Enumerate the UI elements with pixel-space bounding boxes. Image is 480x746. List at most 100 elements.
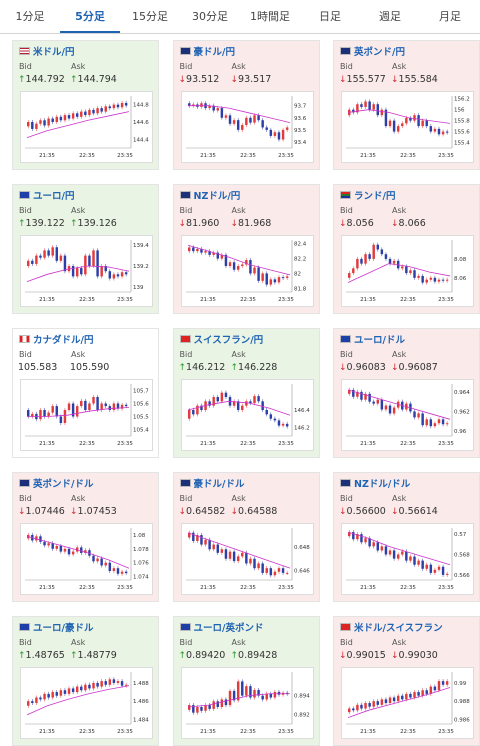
y-tick-label: 0.99 — [454, 681, 467, 687]
tab-6[interactable]: 週足 — [379, 10, 401, 23]
candle-chart[interactable]: 146.4 146.2 21:35 22:35 23:35 — [180, 379, 314, 451]
candle-chart[interactable]: 93.7 93.6 93.5 93.4 21:35 22:35 23:35 — [180, 91, 314, 163]
candle — [55, 247, 59, 261]
y-tick-label: 139.4 — [133, 243, 149, 249]
pair-name[interactable]: ユーロ/豪ドル — [33, 623, 94, 634]
pair-header[interactable]: 豪ドル/円 — [179, 44, 235, 58]
bid-price: ↑146.212 — [179, 362, 226, 373]
rate-card[interactable]: ユーロ/ドル Bid Ask ↓0.96083 ↓0.96087 0.964 0.962 0.… — [333, 328, 480, 458]
rate-card[interactable]: スイスフラン/円 Bid Ask ↑146.212 ↑146.228 146.4 146.2… — [172, 328, 320, 458]
pair-header[interactable]: ランド/円 — [340, 188, 395, 202]
pair-header[interactable]: ユーロ/円 — [19, 188, 74, 202]
chart-svg: 146.4 146.2 21:35 22:35 23:35 — [185, 384, 310, 447]
candle — [112, 104, 116, 109]
candle — [47, 693, 50, 698]
rate-card[interactable]: 豪ドル/円 Bid Ask ↓93.512 ↓93.517 93.7 93.6 93.5 93.… — [172, 40, 320, 170]
pair-header[interactable]: NZドル/円 — [179, 188, 241, 202]
rate-card[interactable]: 英ポンド/円 Bid Ask ↓155.577 ↓155.584 156.2 156 155.… — [333, 40, 480, 170]
candle-chart[interactable]: 144.8 144.6 144.4 21:35 22:35 23:35 — [20, 91, 153, 163]
pair-name[interactable]: NZドル/円 — [193, 191, 241, 202]
pair-name[interactable]: ユーロ/英ポンド — [193, 623, 264, 634]
pair-name[interactable]: 豪ドル/ドル — [193, 479, 245, 490]
tab-0[interactable]: 1分足 — [15, 10, 45, 23]
candle — [187, 103, 190, 106]
pair-name[interactable]: ランド/円 — [354, 191, 396, 202]
tab-5[interactable]: 日足 — [319, 10, 341, 23]
candle-chart[interactable]: 1.488 1.486 1.484 21:35 22:35 23:35 — [20, 667, 153, 739]
candle-chart[interactable]: 0.57 0.568 0.566 21:35 22:35 23:35 — [341, 523, 474, 595]
rate-card[interactable]: カナダドル/円 Bid Ask 105.583 105.590 105.7 105.6 105… — [12, 328, 159, 458]
rate-card[interactable]: 英ポンド/ドル Bid Ask ↓1.07446 ↓1.07453 1.08 1.078 1.… — [12, 472, 159, 602]
ask-label: Ask — [392, 350, 407, 359]
pair-header[interactable]: ユーロ/英ポンド — [179, 620, 264, 634]
pair-name[interactable]: 英ポンド/円 — [354, 47, 405, 58]
candle — [191, 104, 195, 106]
rate-card[interactable]: ユーロ/豪ドル Bid Ask ↑1.48765 ↑1.48779 1.488 1.486 1… — [12, 616, 159, 746]
pair-name[interactable]: 米ドル/円 — [33, 47, 75, 58]
pair-header[interactable]: ユーロ/豪ドル — [19, 620, 93, 634]
rate-card[interactable]: NZドル/円 Bid Ask ↓81.960 ↓81.968 82.4 82.2 82 81.8… — [172, 184, 320, 314]
candle — [260, 563, 264, 573]
pair-name[interactable]: NZドル/ドル — [354, 479, 411, 490]
pair-name[interactable]: 豪ドル/円 — [193, 47, 235, 58]
pair-header[interactable]: カナダドル/円 — [19, 332, 93, 346]
pair-header[interactable]: 英ポンド/円 — [340, 44, 405, 58]
rate-card[interactable]: ユーロ/英ポンド Bid Ask ↑0.89420 ↑0.89428 0.894 0.892… — [172, 616, 320, 746]
candle-chart[interactable]: 0.894 0.892 21:35 22:35 23:35 — [180, 667, 314, 739]
pair-name[interactable]: 米ドル/スイスフラン — [354, 623, 443, 634]
arrow-down-icon: ↓ — [391, 75, 399, 85]
candle-chart[interactable]: 1.08 1.078 1.076 1.074 21:35 22:35 23:35 — [20, 523, 153, 595]
candle — [39, 536, 42, 542]
candle — [236, 681, 239, 701]
pair-name[interactable]: 英ポンド/ドル — [33, 479, 94, 490]
candle — [441, 681, 445, 685]
pair-header[interactable]: 豪ドル/ドル — [179, 476, 245, 490]
tab-4[interactable]: 1時間足 — [250, 10, 290, 23]
rate-card[interactable]: ユーロ/円 Bid Ask ↑139.122 ↑139.126 139.4 139.2 139… — [12, 184, 159, 314]
bid-label: Bid — [179, 350, 193, 359]
candle-chart[interactable]: 156.2 156 155.8 155.6 155.4 21:35 22:35 23:35 — [341, 91, 474, 163]
candle-chart[interactable]: 82.4 82.2 82 81.8 21:35 22:35 23:35 — [180, 235, 314, 307]
rate-card[interactable]: 米ドル/円 Bid Ask ↑144.792 ↑144.794 144.8 144.6 144… — [12, 40, 159, 170]
pair-header[interactable]: ユーロ/ドル — [340, 332, 405, 346]
candle — [228, 690, 231, 706]
tab-7[interactable]: 月足 — [439, 10, 461, 23]
candle-chart[interactable]: 0.99 0.988 0.986 21:35 22:35 23:35 — [341, 667, 474, 739]
arrow-down-icon: ↓ — [339, 75, 347, 85]
pair-header[interactable]: スイスフラン/円 — [179, 332, 264, 346]
tab-2[interactable]: 15分足 — [132, 10, 168, 23]
pair-name[interactable]: カナダドル/円 — [33, 335, 94, 346]
candle-chart[interactable]: 105.7 105.6 105.5 105.4 21:35 22:35 23:35 — [20, 379, 153, 451]
y-tick-label: 0.568 — [454, 553, 470, 559]
pair-header[interactable]: 米ドル/スイスフラン — [340, 620, 443, 634]
candle — [356, 704, 359, 711]
pair-name[interactable]: ユーロ/円 — [33, 191, 75, 202]
candle — [187, 532, 190, 538]
candle — [277, 691, 280, 695]
candle — [55, 692, 59, 696]
candle-chart[interactable]: 139.4 139.2 139 21:35 22:35 23:35 — [20, 235, 153, 307]
rate-card[interactable]: ランド/円 Bid Ask ↓8.056 ↓8.066 8.08 8.06 21:35 22:3… — [333, 184, 480, 314]
candle — [211, 544, 215, 550]
candle — [116, 403, 120, 409]
us-flag — [19, 47, 30, 55]
pair-header[interactable]: 英ポンド/ドル — [19, 476, 93, 490]
candle-chart[interactable]: 0.648 0.646 21:35 22:35 23:35 — [180, 523, 314, 595]
arrow-down-icon: ↓ — [230, 75, 239, 85]
x-tick-label: 23:35 — [117, 585, 133, 591]
pair-header[interactable]: 米ドル/円 — [19, 44, 74, 58]
candle-chart[interactable]: 0.964 0.962 0.96 21:35 22:35 23:35 — [341, 379, 474, 451]
tab-1[interactable]: 5分足 — [60, 0, 120, 33]
pair-header[interactable]: NZドル/ドル — [340, 476, 410, 490]
rate-card[interactable]: 米ドル/スイスフラン Bid Ask ↓0.99015 ↓0.99030 0.99 0.98… — [333, 616, 480, 746]
pair-name[interactable]: スイスフラン/円 — [193, 335, 264, 346]
pair-name[interactable]: ユーロ/ドル — [354, 335, 405, 346]
y-tick-label: 0.962 — [454, 409, 470, 415]
moving-average-line — [187, 244, 290, 276]
tab-3[interactable]: 30分足 — [192, 10, 228, 23]
candle — [265, 127, 268, 130]
x-tick-label: 21:35 — [360, 153, 376, 159]
rate-card[interactable]: 豪ドル/ドル Bid Ask ↓0.64582 ↓0.64588 0.648 0.646 21… — [172, 472, 320, 602]
candle-chart[interactable]: 8.08 8.06 21:35 22:35 23:35 — [341, 235, 474, 307]
rate-card[interactable]: NZドル/ドル Bid Ask ↓0.56600 ↓0.56614 0.57 0.568 0.… — [333, 472, 480, 602]
